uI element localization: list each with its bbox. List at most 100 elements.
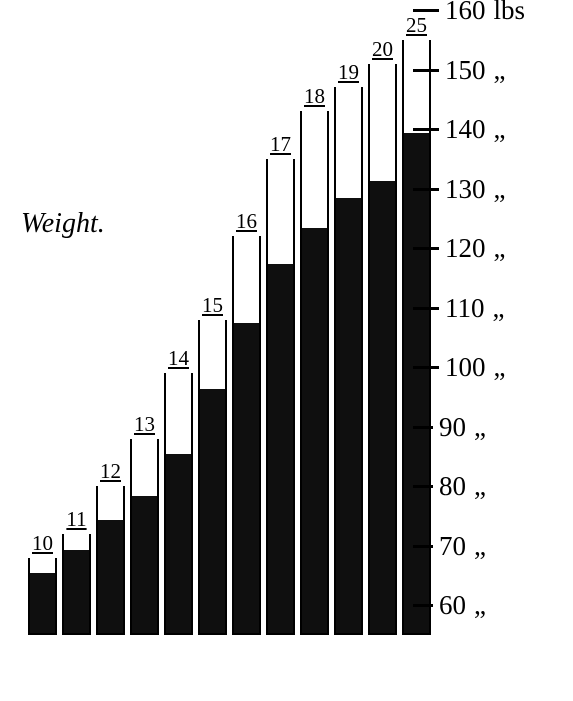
- bar: [28, 558, 57, 635]
- bar-segment-black: [370, 181, 395, 633]
- bar-group: 16: [232, 236, 261, 635]
- bar-segment-white: [64, 532, 89, 550]
- bar-group: 14: [164, 373, 193, 635]
- bar: [334, 87, 363, 635]
- bar-segment-black: [98, 520, 123, 633]
- y-tick-unit: „: [494, 114, 506, 145]
- y-tick-label: 100: [445, 352, 486, 383]
- bar: [130, 439, 159, 635]
- y-tick: 90 „: [413, 412, 563, 443]
- y-tick-label: 90: [439, 412, 466, 443]
- bar-segment-white: [30, 556, 55, 574]
- bar-segment-black: [64, 550, 89, 633]
- bar: [368, 64, 397, 635]
- bar-segment-black: [166, 454, 191, 633]
- y-tick: 120 „: [413, 233, 563, 264]
- tick-mark-icon: [413, 485, 433, 488]
- bar-group: 13: [130, 439, 159, 635]
- y-tick-label: 120: [445, 233, 486, 264]
- bar-segment-white: [98, 484, 123, 520]
- bar-segment-black: [302, 228, 327, 633]
- y-tick-label: 70: [439, 531, 466, 562]
- tick-mark-icon: [413, 9, 439, 12]
- y-tick-unit: lbs: [494, 0, 526, 26]
- bar-group: 17: [266, 159, 295, 635]
- bar-group: 15: [198, 320, 227, 635]
- bar: [62, 534, 91, 635]
- bar-segment-white: [302, 109, 327, 228]
- bar-group: 18: [300, 111, 329, 635]
- tick-mark-icon: [413, 247, 439, 250]
- y-tick: 130 „: [413, 174, 563, 205]
- bar-segment-black: [268, 264, 293, 633]
- bar-label: 15: [202, 295, 223, 316]
- y-tick-label: 150: [445, 55, 486, 86]
- tick-mark-icon: [413, 188, 439, 191]
- bar: [300, 111, 329, 635]
- bar-group: 10: [28, 558, 57, 635]
- tick-mark-icon: [413, 426, 433, 429]
- bar-label: 20: [372, 39, 393, 60]
- bar-segment-white: [268, 157, 293, 264]
- y-tick-unit: „: [494, 352, 506, 383]
- weight-chart: Weight. 101112131415161718192025 160lbs1…: [0, 0, 573, 701]
- bars-area: 101112131415161718192025: [28, 45, 431, 635]
- y-tick-label: 60: [439, 590, 466, 621]
- tick-mark-icon: [413, 366, 439, 369]
- bar-segment-black: [30, 573, 55, 633]
- bar: [266, 159, 295, 635]
- bar-label: 16: [236, 211, 257, 232]
- bar: [96, 486, 125, 635]
- bar-segment-white: [234, 234, 259, 323]
- bar-segment-white: [336, 85, 361, 198]
- bar-segment-black: [200, 389, 225, 633]
- y-tick-unit: „: [474, 590, 486, 621]
- bar-segment-white: [132, 437, 157, 497]
- y-tick-label: 140: [445, 114, 486, 145]
- tick-mark-icon: [413, 604, 433, 607]
- bar-label: 10: [32, 533, 53, 554]
- y-tick: 150 „: [413, 55, 563, 86]
- y-tick-unit: „: [474, 531, 486, 562]
- y-tick: 60 „: [413, 590, 563, 621]
- y-tick: 100 „: [413, 352, 563, 383]
- bar-segment-white: [200, 318, 225, 389]
- y-tick-unit: „: [494, 55, 506, 86]
- y-tick: 70 „: [413, 531, 563, 562]
- bar-label: 13: [134, 414, 155, 435]
- bar-label: 12: [100, 461, 121, 482]
- bar-segment-black: [234, 323, 259, 633]
- bar-segment-black: [336, 198, 361, 633]
- bar-segment-black: [132, 496, 157, 633]
- bar: [164, 373, 193, 635]
- y-tick: 160 lbs: [413, 0, 563, 26]
- bar-segment-white: [166, 371, 191, 454]
- y-tick-label: 160: [445, 0, 486, 26]
- bar-label: 19: [338, 62, 359, 83]
- y-tick-label: 130: [445, 174, 486, 205]
- y-tick: 110 „: [413, 293, 563, 324]
- tick-mark-icon: [413, 307, 439, 310]
- y-tick-unit: „: [494, 174, 506, 205]
- bar-label: 11: [66, 509, 86, 530]
- bar-group: 11: [62, 534, 91, 635]
- y-tick-label: 80: [439, 471, 466, 502]
- bar-segment-white: [370, 62, 395, 181]
- tick-mark-icon: [413, 128, 439, 131]
- y-tick-unit: „: [474, 471, 486, 502]
- y-tick-unit: „: [494, 233, 506, 264]
- y-tick-label: 110: [445, 293, 485, 324]
- bar: [232, 236, 261, 635]
- bar-group: 20: [368, 64, 397, 635]
- tick-mark-icon: [413, 545, 433, 548]
- bar-group: 19: [334, 87, 363, 635]
- y-tick-unit: „: [493, 293, 505, 324]
- bar-label: 17: [270, 134, 291, 155]
- y-tick: 80 „: [413, 471, 563, 502]
- bar-label: 14: [168, 348, 189, 369]
- y-tick-unit: „: [474, 412, 486, 443]
- bar-group: 12: [96, 486, 125, 635]
- bar-label: 18: [304, 86, 325, 107]
- bar: [198, 320, 227, 635]
- tick-mark-icon: [413, 69, 439, 72]
